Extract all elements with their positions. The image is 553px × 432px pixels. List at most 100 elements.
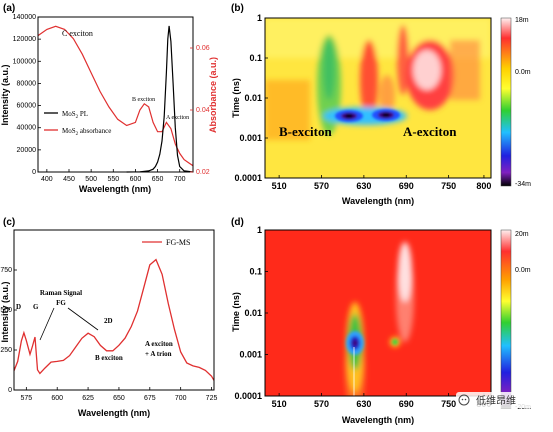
- panel-a-x-axis-title: Wavelength (nm): [79, 184, 151, 194]
- c-exciton-annotation: C exciton: [62, 29, 93, 38]
- y-tick-label: 750: [0, 267, 12, 274]
- y-tick-label: 20000: [17, 147, 37, 154]
- watermark-text: 低维昂维: [476, 394, 516, 407]
- g-band-label: G: [33, 303, 39, 311]
- y-tick-label: 0.001: [239, 133, 262, 143]
- x-tick-label: 750: [441, 399, 456, 409]
- panel-d-y-axis-title: Time (ns): [231, 292, 241, 332]
- y2-tick-label: 0.04: [196, 107, 210, 114]
- colorbar-d-top-label: 20m: [515, 231, 529, 238]
- d-band-label: D: [16, 303, 21, 311]
- x-tick-label: 800: [476, 181, 491, 191]
- x-tick-label: 690: [399, 399, 414, 409]
- x-tick-label: 450: [63, 176, 75, 183]
- y-tick-label: 40000: [17, 125, 37, 132]
- x-tick-label: 700: [174, 176, 186, 183]
- b-exciton-label-c: B exciton: [95, 354, 123, 362]
- b-exciton-label: B-exciton: [279, 124, 332, 139]
- y2-tick-label: 0.02: [196, 169, 210, 176]
- x-tick-label: 550: [107, 176, 119, 183]
- colorbar-d-mid-label: 0.0m: [515, 267, 531, 274]
- raman-signal-label: Raman Signal: [40, 289, 82, 297]
- y-tick-label: 120000: [13, 36, 36, 43]
- panel-a: (a) 400 450 500 550 600 650 700 0 20000 40000 6000…: [0, 0, 225, 210]
- x-tick-label: 630: [356, 181, 371, 191]
- legend-fg-ms-label: FG-MS: [166, 238, 190, 247]
- panel-d-colorbar: [500, 229, 512, 409]
- a-trion-label: + A trion: [145, 350, 172, 358]
- legend-absorbance-label: MoS2 absorbance: [62, 127, 111, 137]
- y-tick-label: 0.01: [244, 308, 262, 318]
- pl-series-line: [126, 25, 194, 173]
- panel-c-chart: (c) 575 600 625 650 675 700 725 0 250 500 750 Inte…: [0, 217, 218, 418]
- panel-a-y-axis-title: Intensity (a.u.): [0, 64, 10, 125]
- y-tick-label: 1: [257, 13, 262, 23]
- x-tick-label: 500: [85, 176, 97, 183]
- y-tick-label: 0.0001: [234, 173, 262, 183]
- colorbar-b-mid-label: 0.0m: [515, 69, 531, 76]
- x-tick-label: 575: [21, 395, 33, 402]
- panel-b-label: (b): [231, 3, 244, 14]
- panel-b-chart: (b): [231, 3, 531, 206]
- panel-a-y2-axis-title: Absorbance (a.u.): [208, 57, 218, 133]
- y-tick-label: 500: [0, 307, 12, 314]
- x-tick-label: 625: [82, 395, 94, 402]
- panel-b-x-axis-title: Wavelength (nm): [342, 196, 414, 206]
- y-tick-label: 140000: [13, 14, 36, 21]
- panel-d-label: (d): [231, 217, 244, 228]
- y-tick-label: 100000: [13, 58, 36, 65]
- panel-a-label: (a): [3, 3, 15, 14]
- panel-b-y-axis-title: Time (ns): [231, 78, 241, 118]
- y-tick-label: 0: [32, 169, 36, 176]
- panel-d: (d) 51057063069075080010.10.010.0010.000…: [225, 212, 553, 427]
- x-tick-label: 510: [272, 181, 287, 191]
- panel-a-chart: (a) 400 450 500 550 600 650 700 0 20000 40000 6000…: [0, 3, 218, 194]
- panel-d-x-axis-title: Wavelength (nm): [342, 415, 414, 425]
- a-exciton-annotation: A exciton: [166, 115, 189, 121]
- panel-b-colorbar: [500, 17, 512, 187]
- y-tick-label: 250: [0, 347, 12, 354]
- panel-c-x-axis-title: Wavelength (nm): [78, 408, 150, 418]
- y-tick-label: 0.0001: [234, 391, 262, 401]
- a-exciton-label-c: A exciton: [145, 340, 173, 348]
- panel-a-legend: MoS2 PL MoS2 absorbance: [44, 110, 111, 137]
- x-tick-label: 600: [130, 176, 142, 183]
- panel-b-heatmap: [265, 18, 491, 178]
- a-exciton-label: A-exciton: [403, 124, 457, 139]
- absorbance-series-line: [37, 25, 194, 167]
- x-tick-label: 725: [206, 395, 218, 402]
- panel-a-plot-frame: [37, 16, 194, 173]
- x-tick-label: 700: [175, 395, 187, 402]
- panel-c-y-axis-title: Intensity (a.u.): [0, 281, 10, 342]
- raman-arrows: [39, 307, 99, 341]
- y-tick-label: 0: [8, 387, 12, 394]
- x-tick-label: 650: [152, 176, 164, 183]
- y-tick-label: 1: [257, 225, 262, 235]
- x-tick-label: 600: [51, 395, 63, 402]
- panel-c-legend: FG-MS: [142, 238, 190, 247]
- panel-d-chart: (d) 51057063069075080010.10.010.0010.000…: [231, 217, 531, 425]
- y-tick-label: 80000: [17, 80, 37, 87]
- y-tick-label: 0.001: [239, 350, 262, 360]
- y-tick-label: 60000: [17, 103, 37, 110]
- y-tick-label: 0.1: [249, 53, 262, 63]
- fg-ms-series-line: [13, 258, 215, 381]
- x-tick-label: 690: [399, 181, 414, 191]
- legend-pl-label: MoS2 PL: [62, 110, 88, 120]
- y-tick-label: 0.01: [244, 93, 262, 103]
- x-tick-label: 570: [314, 181, 329, 191]
- y-tick-label: 0.1: [249, 267, 262, 277]
- panel-c: (c) 575 600 625 650 675 700 725 0 250 500 750 Inte…: [0, 212, 225, 427]
- x-tick-label: 400: [41, 176, 53, 183]
- x-tick-label: 510: [272, 399, 287, 409]
- fg-label: FG: [56, 299, 66, 307]
- x-tick-label: 570: [314, 399, 329, 409]
- b-exciton-annotation: B exciton: [132, 97, 155, 103]
- y2-tick-label: 0.06: [196, 45, 210, 52]
- x-tick-label: 650: [113, 395, 125, 402]
- panel-d-heatmap: [265, 230, 491, 396]
- x-tick-label: 750: [441, 181, 456, 191]
- panel-c-label: (c): [3, 217, 15, 228]
- x-tick-label: 630: [356, 399, 371, 409]
- panel-c-plot-frame: [13, 229, 215, 391]
